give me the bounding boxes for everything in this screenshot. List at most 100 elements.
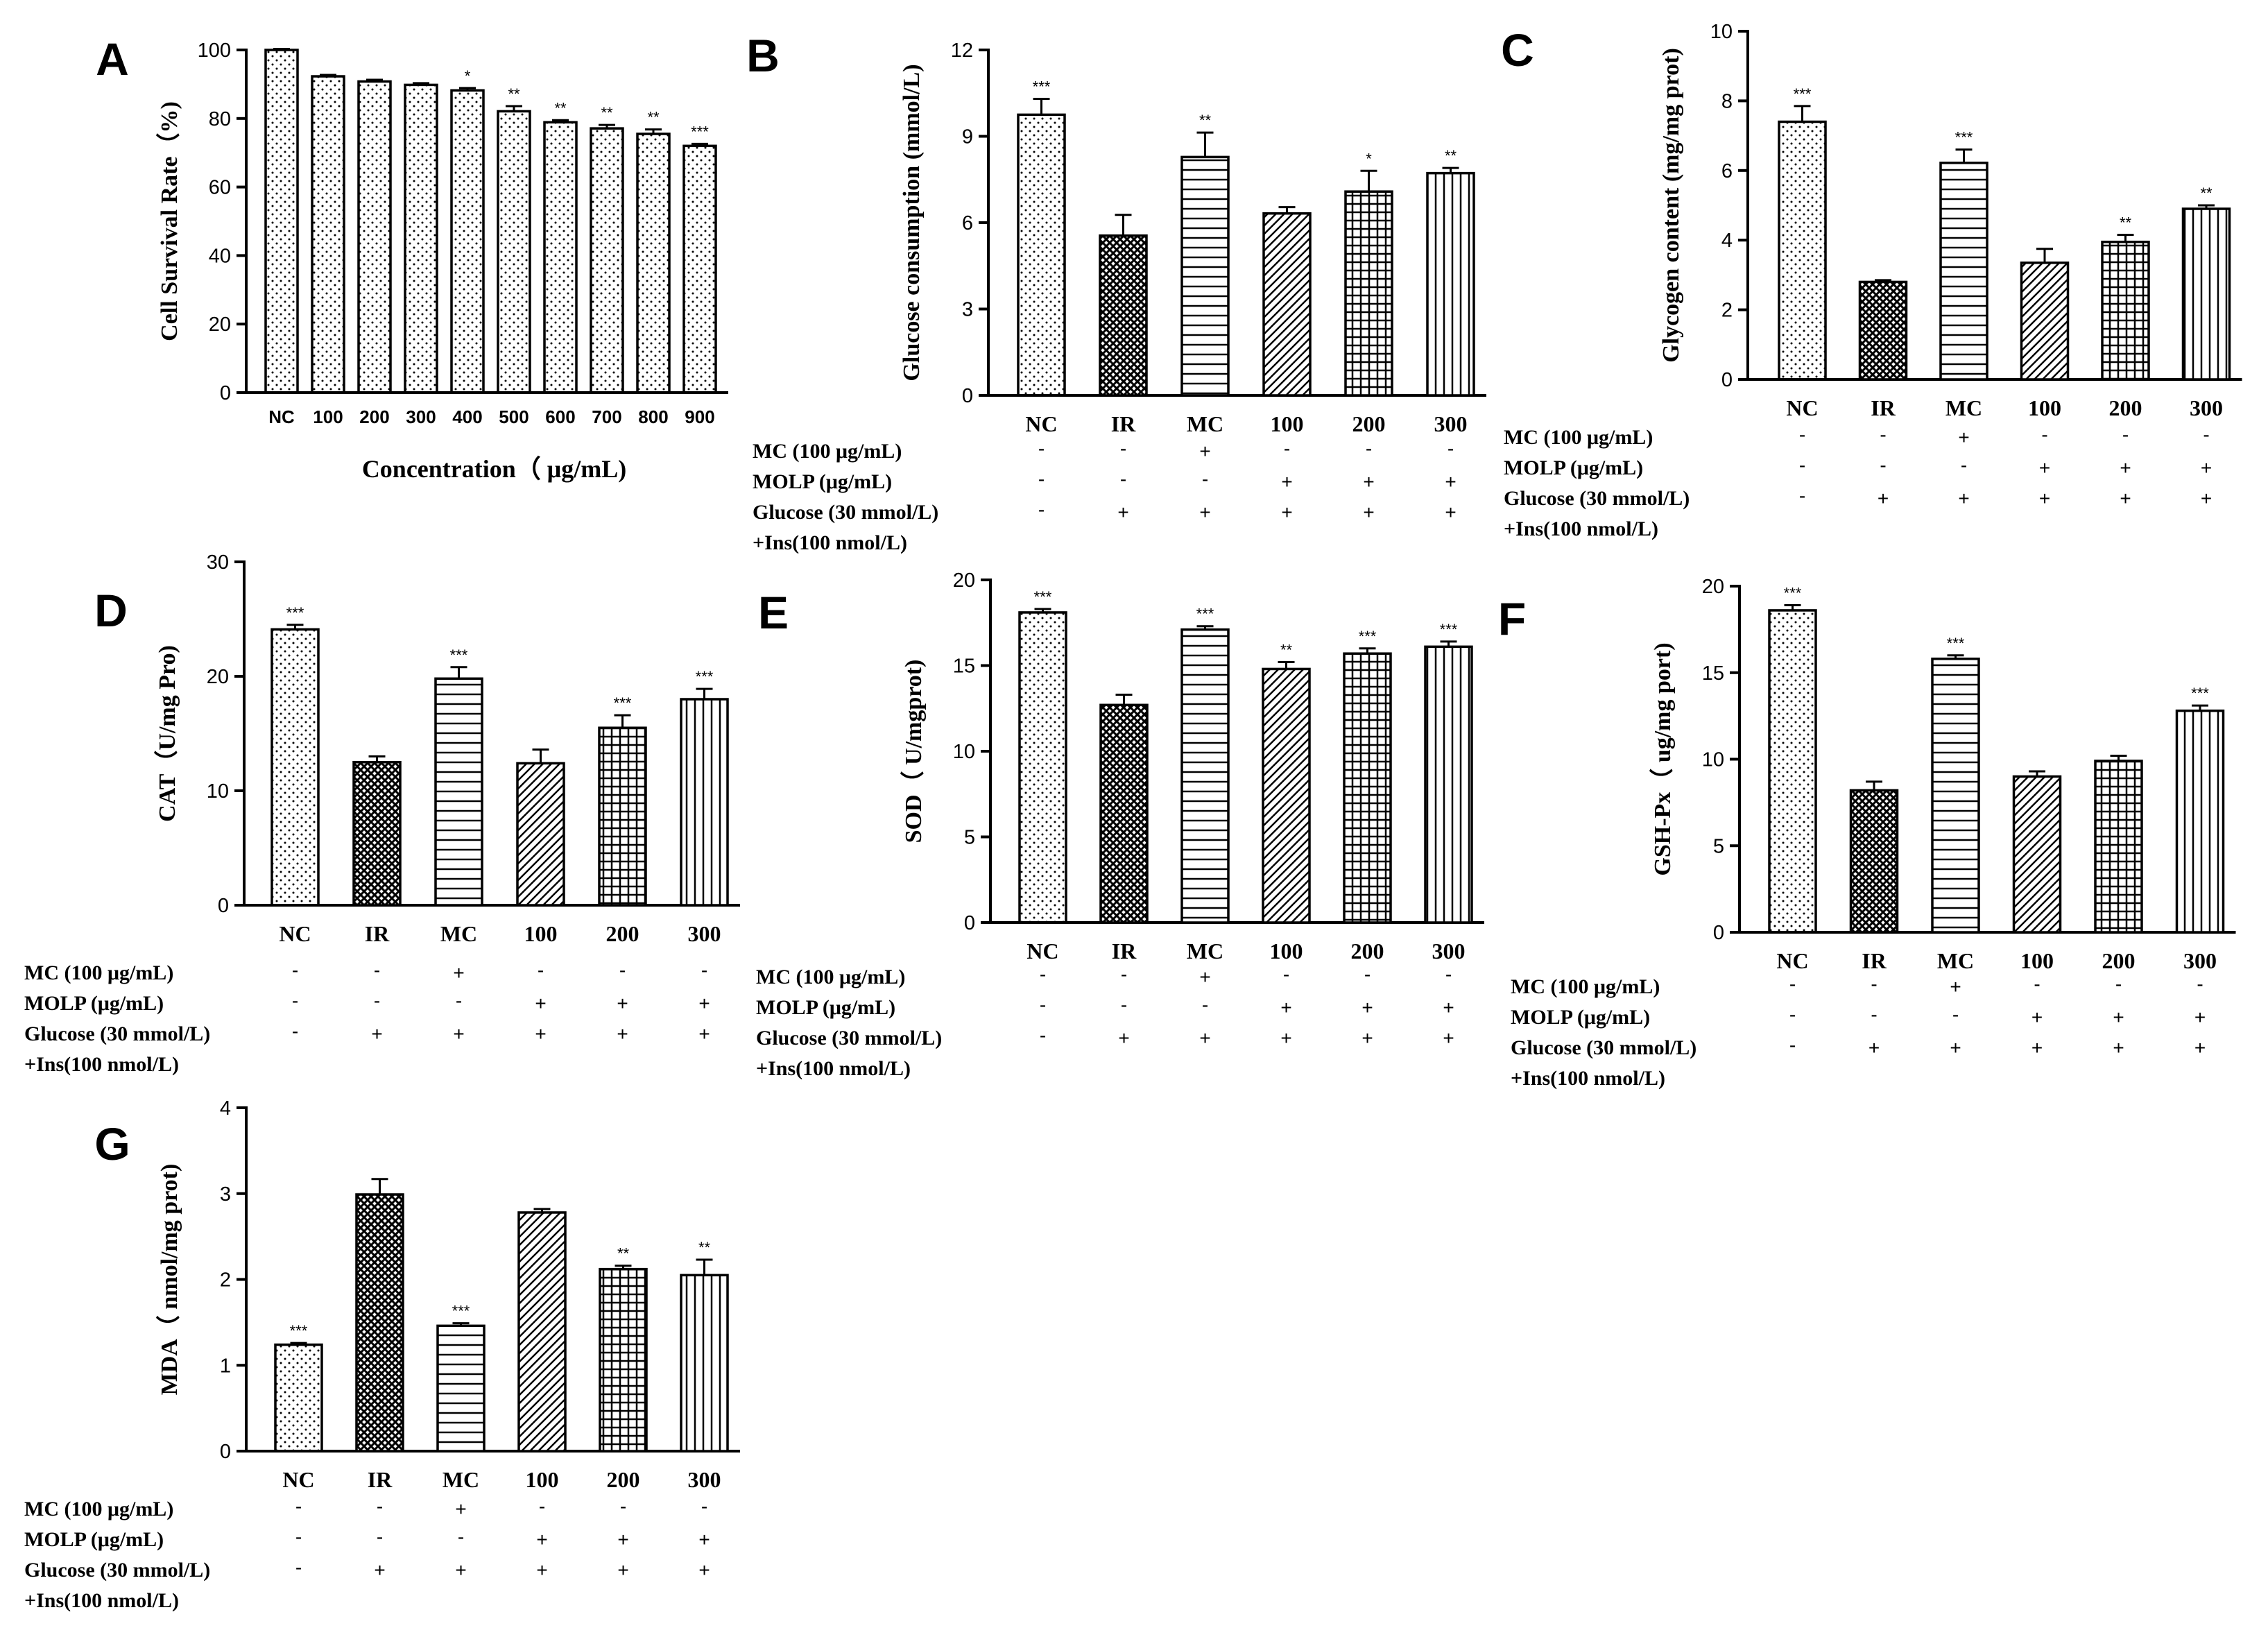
bar-mc bbox=[1939, 162, 1988, 381]
treatment-sign: - bbox=[1880, 424, 1886, 445]
significance-label: *** bbox=[1033, 78, 1051, 96]
treatment-row-label: MC (100 μg/mL) bbox=[24, 1498, 173, 1520]
category-label: NC bbox=[268, 406, 295, 427]
treatment-sign: + bbox=[2194, 1037, 2206, 1059]
category-label: 100 bbox=[2020, 948, 2054, 973]
y-tick-label: 2 bbox=[1721, 300, 1733, 322]
treatment-sign: - bbox=[295, 1496, 302, 1517]
treatment-sign: - bbox=[1038, 468, 1045, 490]
significance-label: ** bbox=[1280, 642, 1293, 659]
bar-300 bbox=[2181, 207, 2231, 381]
y-tick-label: 0 bbox=[1713, 922, 1724, 944]
treatment-row-label: MC (100 μg/mL) bbox=[1504, 426, 1653, 449]
category-label: 100 bbox=[2028, 395, 2061, 420]
significance-label: *** bbox=[1440, 621, 1458, 638]
y-tick-label: 10 bbox=[1702, 749, 1724, 771]
treatment-sign: - bbox=[701, 1496, 707, 1517]
category-label: IR bbox=[1111, 411, 1136, 436]
treatment-sign: - bbox=[1202, 994, 1208, 1016]
treatment-table: MC (100 μg/mL) - - + - - - MOLP (μg/mL) - - - + + + Gl… bbox=[24, 959, 710, 1076]
bar-300 bbox=[2175, 709, 2225, 934]
significance-label: *** bbox=[452, 1303, 470, 1320]
y-tick-label: 20 bbox=[209, 314, 231, 336]
significance-label: *** bbox=[1794, 85, 1812, 103]
treatment-sign: + bbox=[1363, 502, 1374, 523]
treatment-sign: + bbox=[1199, 440, 1210, 462]
treatment-sign: + bbox=[617, 1529, 628, 1550]
treatment-row-label: Glucose (30 mmol/L) bbox=[756, 1027, 942, 1049]
panel-letter: G bbox=[94, 1118, 130, 1169]
significance-label: ** bbox=[617, 1245, 630, 1262]
category-label: IR bbox=[1862, 948, 1887, 973]
category-label: 400 bbox=[452, 406, 482, 427]
bar-100 bbox=[2012, 775, 2062, 934]
panel-a: A 0 20 40 60 80 100 Cell Survival Rate（%) NC 100 2… bbox=[96, 33, 728, 483]
treatment-sign: + bbox=[1445, 471, 1456, 492]
bar-600 bbox=[543, 121, 578, 394]
treatment-sign: - bbox=[295, 1557, 302, 1578]
treatment-sign: + bbox=[1280, 1027, 1291, 1049]
category-label: 100 bbox=[1270, 939, 1303, 963]
treatment-sign: - bbox=[1283, 963, 1289, 985]
bar-nc bbox=[1017, 113, 1066, 397]
treatment-sign: - bbox=[2203, 424, 2209, 445]
bar-100 bbox=[517, 1211, 567, 1453]
treatment-sign: - bbox=[1952, 1004, 1959, 1025]
category-label: 300 bbox=[688, 921, 721, 946]
bar-mc bbox=[1180, 155, 1230, 397]
treatment-table: MC (100 μg/mL) - - + - - - MOLP (μg/mL) - - - + + + Gl… bbox=[756, 963, 1454, 1080]
bar-mc bbox=[436, 1324, 486, 1453]
significance-label: *** bbox=[1955, 129, 1973, 146]
treatment-sign: + bbox=[1958, 427, 1969, 448]
bar-700 bbox=[590, 127, 624, 394]
significance-label: *** bbox=[696, 668, 714, 685]
treatment-sign: - bbox=[1799, 485, 1805, 506]
panel-letter: B bbox=[746, 30, 780, 81]
significance-label: ** bbox=[554, 99, 567, 117]
treatment-sign: - bbox=[1121, 963, 1127, 985]
treatment-sign: + bbox=[371, 1023, 382, 1045]
y-tick-label: 10 bbox=[1710, 21, 1733, 43]
y-tick-label: 0 bbox=[220, 382, 231, 404]
category-label: 200 bbox=[1352, 411, 1386, 436]
treatment-sign: + bbox=[698, 993, 710, 1014]
y-tick-label: 0 bbox=[218, 895, 229, 917]
treatment-sign: - bbox=[1799, 424, 1805, 445]
y-tick-label: 10 bbox=[953, 741, 975, 763]
y-tick-label: 4 bbox=[220, 1097, 231, 1120]
treatment-row-label: +Ins(100 nmol/L) bbox=[24, 1589, 179, 1612]
category-label: 300 bbox=[2183, 948, 2217, 973]
y-tick-label: 3 bbox=[962, 299, 973, 321]
treatment-sign: - bbox=[1040, 994, 1046, 1016]
category-label: IR bbox=[368, 1467, 393, 1492]
bar-100 bbox=[311, 75, 345, 394]
treatment-row-label: MC (100 μg/mL) bbox=[1511, 975, 1660, 998]
y-tick-label: 2 bbox=[220, 1269, 231, 1292]
category-label: 900 bbox=[685, 406, 714, 427]
treatment-row-label: Glucose (30 mmol/L) bbox=[1511, 1036, 1696, 1059]
category-label: 300 bbox=[688, 1467, 721, 1492]
treatment-sign: - bbox=[2115, 973, 2122, 995]
treatment-sign: + bbox=[1445, 502, 1456, 523]
category-label: MC bbox=[1937, 948, 1974, 973]
treatment-sign: + bbox=[455, 1498, 466, 1520]
treatment-sign: + bbox=[1868, 1037, 1880, 1059]
panel-letter: A bbox=[96, 33, 129, 85]
bar-300 bbox=[1426, 171, 1475, 397]
treatment-sign: - bbox=[292, 1020, 298, 1042]
category-label: 200 bbox=[1351, 939, 1384, 963]
treatment-sign: + bbox=[2120, 457, 2131, 479]
bar-nc bbox=[1018, 611, 1067, 924]
y-tick-label: 9 bbox=[962, 126, 973, 148]
bar-200 bbox=[598, 726, 647, 907]
panel-letter: F bbox=[1498, 593, 1526, 644]
bar-100 bbox=[1262, 212, 1312, 397]
treatment-sign: - bbox=[1284, 438, 1290, 459]
y-axis-label: Glucose consumption (mmol/L) bbox=[899, 64, 925, 381]
y-tick-label: 0 bbox=[964, 912, 975, 934]
category-label: 300 bbox=[1432, 939, 1466, 963]
category-label: NC bbox=[1026, 939, 1058, 963]
category-label: 300 bbox=[2190, 395, 2223, 420]
